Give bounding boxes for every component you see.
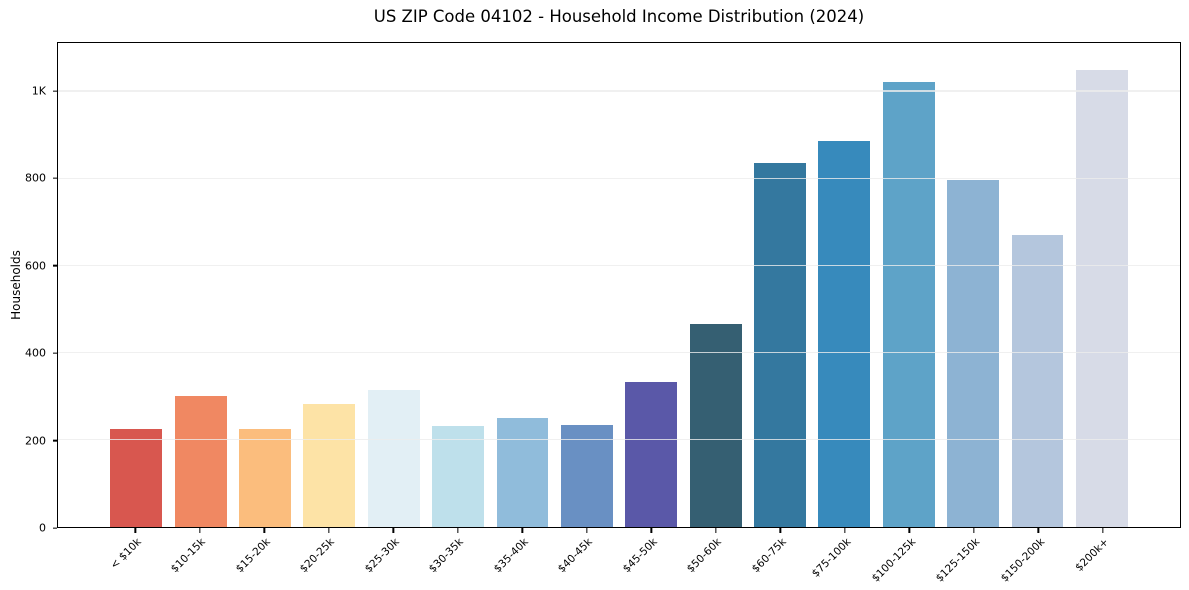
bar-slot-200k [1070,43,1134,527]
bar-slot-40-45k [555,43,619,527]
bar-10k [110,429,163,527]
bar-slot-100-125k [877,43,941,527]
ytick-mark-200 [53,439,57,442]
xtick-label-20-25k: $20-25k [298,536,338,576]
xtick-mark-200k [1102,528,1104,533]
xtick-label-125-150k: $125-150k [933,536,983,585]
xtick-label-50-60k: $50-60k [685,536,725,576]
xtick-label-200k: $200k+ [1073,536,1112,574]
ytick-label-800: 800 [25,171,46,185]
ytick-mark-800 [53,177,57,180]
xtick-mark-100-125k [908,528,910,533]
xtick-mark-35-40k [521,528,523,533]
ytick-mark-1000 [53,90,57,92]
bar-35-40k [496,418,549,527]
bar-10-15k [174,396,227,527]
ytick-label-400: 400 [25,346,46,360]
ytick-mark-400 [53,352,57,354]
xtick-label-150-200k: $150-200k [998,536,1047,585]
bar-slot-125-150k [941,43,1005,527]
bar-15-20k [239,429,291,527]
plot-area [57,42,1181,528]
bar-slot-10k [104,43,168,527]
xtick-label-40-45k: $40-45k [556,536,596,576]
bar-slot-75-100k [812,43,876,527]
xtick-label-25-30k: $25-30k [362,536,402,576]
ytick-mark-0 [53,527,57,529]
bar-slot-50-60k [683,43,747,527]
bar-100-125k [882,82,935,527]
bars-layer [104,43,1134,527]
xtick-mark-30-35k [457,528,459,533]
chart-title: US ZIP Code 04102 - Household Income Dis… [373,7,865,26]
xtick-mark-10k [134,528,136,533]
ytick-mark-600 [53,265,57,267]
y-axis: 0 200 400 600 800 1K [0,42,57,534]
bar-slot-10-15k [168,43,232,527]
xtick-label-10-15k: $10-15k [169,536,209,576]
xtick-mark-40-45k [586,528,588,533]
ytick-label-0: 0 [39,521,46,535]
x-axis: < $10k $10-15k $15-20k $20-25k $25-30k $30-35… [57,528,1181,590]
bar-60-75k [754,163,806,527]
xtick-label-100-125k: $100-125k [869,536,918,585]
xtick-label-60-75k: $60-75k [749,536,789,576]
bar-125-150k [947,180,999,527]
bar-slot-15-20k [233,43,297,527]
bar-slot-45-50k [619,43,683,527]
xtick-label-75-100k: $75-100k [809,536,854,580]
xtick-mark-60-75k [779,528,781,533]
bar-slot-60-75k [748,43,812,527]
bar-45-50k [625,382,678,527]
xtick-mark-150-200k [1037,528,1039,533]
ytick-label-600: 600 [25,259,46,273]
xtick-mark-50-60k [715,528,717,533]
bar-slot-30-35k [426,43,490,527]
xtick-mark-15-20k [263,528,265,533]
bar-150-200k [1011,234,1064,527]
xtick-label-30-35k: $30-35k [427,536,467,576]
bar-30-35k [432,426,484,527]
ytick-label-1k: 1K [31,84,46,98]
bar-20-25k [303,403,356,527]
xtick-mark-45-50k [650,528,652,533]
bar-40-45k [560,424,613,527]
xtick-label-45-50k: $45-50k [620,536,660,576]
xtick-label-10k: < $10k [108,536,144,572]
bar-200k [1075,70,1128,527]
xtick-label-35-40k: $35-40k [491,536,531,576]
bar-slot-35-40k [490,43,554,527]
xtick-label-15-20k: $15-20k [233,536,273,576]
bar-25-30k [367,390,420,527]
bar-50-60k [689,323,742,527]
xtick-mark-125-150k [973,528,975,533]
xtick-mark-25-30k [392,528,394,533]
bar-slot-150-200k [1005,43,1069,527]
xtick-mark-10-15k [199,528,201,533]
bar-slot-25-30k [362,43,426,527]
ytick-label-200: 200 [25,434,46,448]
bar-75-100k [818,141,871,527]
bar-slot-20-25k [297,43,361,527]
xtick-mark-20-25k [328,528,330,533]
xtick-mark-75-100k [844,528,846,533]
